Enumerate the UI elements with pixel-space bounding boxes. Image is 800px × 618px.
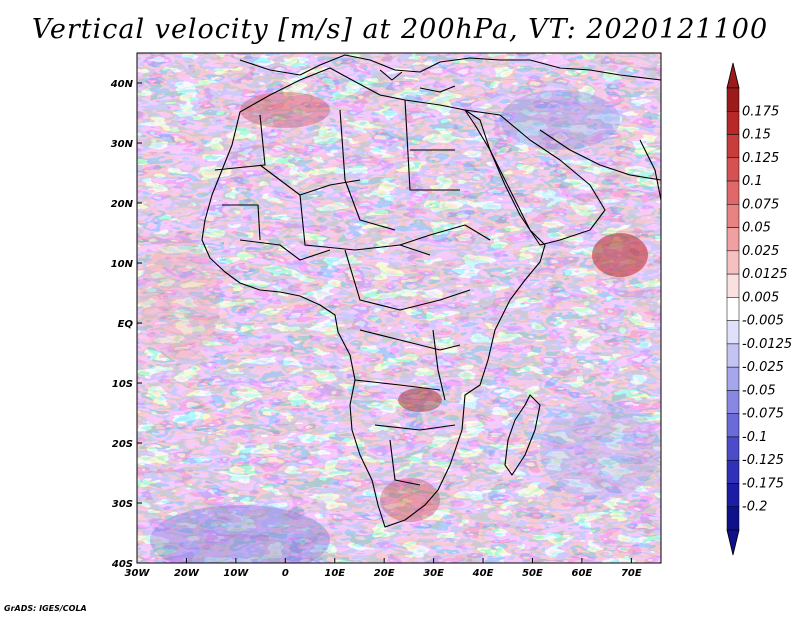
y-tick-label: 30S	[112, 499, 133, 510]
colorbar-label: -0.0125	[742, 337, 792, 352]
colorbar-swatch	[726, 390, 740, 414]
colorbar-label: -0.1	[742, 430, 767, 445]
grads-credit: GrADS: IGES/COLA	[4, 604, 87, 613]
colorbar-label: -0.05	[742, 383, 776, 398]
colorbar-swatch	[726, 227, 740, 252]
colorbar-label: 0.125	[742, 151, 779, 166]
y-tick-label: 40N	[110, 79, 134, 90]
colorbar-swatch	[726, 459, 740, 484]
colorbar-label: -0.025	[742, 360, 784, 375]
colorbar-swatch	[726, 413, 740, 438]
y-axis: 40N 30N 20N 10N EQ 10S 20S 30S 40S	[110, 79, 142, 570]
colorbar-label: 0.175	[742, 104, 779, 119]
colorbar-label: 0.005	[742, 290, 779, 305]
x-tick-label: 0	[282, 568, 289, 579]
colorbar-swatch	[726, 180, 740, 205]
velocity-field	[137, 53, 661, 563]
colorbar-label: 0.05	[742, 221, 771, 236]
colorbar: 0.175 0.15 0.125 0.1 0.075 0.05 0.025 0.0125 0.0…	[726, 62, 792, 556]
colorbar-swatch	[726, 343, 740, 368]
colorbar-swatch	[726, 250, 740, 275]
colorbar-swatch	[726, 204, 740, 228]
map-title: Vertical velocity [m/s] at 200hPa, VT: 2…	[31, 14, 769, 45]
y-tick-label: 10N	[111, 259, 134, 270]
x-tick-label: 40E	[472, 568, 494, 579]
x-tick-label: 10E	[324, 568, 345, 579]
x-tick-label: 70E	[621, 568, 642, 579]
colorbar-swatch	[726, 436, 740, 461]
colorbar-swatch	[726, 157, 740, 182]
colorbar-swatch	[726, 273, 740, 298]
colorbar-swatch	[726, 366, 740, 391]
x-tick-label: 50E	[522, 568, 543, 579]
colorbar-swatch	[726, 320, 740, 345]
colorbar-label: 0.025	[742, 244, 779, 259]
colorbar-swatch	[726, 483, 740, 507]
y-tick-label: 20N	[111, 199, 134, 210]
y-tick-label: 30N	[111, 139, 134, 150]
x-tick-label: 30E	[423, 568, 444, 579]
x-tick-label: 20E	[374, 568, 395, 579]
colorbar-label: 0.15	[742, 128, 771, 143]
colorbar-label: -0.175	[742, 476, 784, 491]
plot-frame	[136, 52, 662, 564]
colorbar-swatch	[726, 506, 740, 531]
x-tick-label: 10W	[223, 568, 249, 579]
coastlines	[201, 54, 661, 528]
colorbar-swatch	[726, 87, 740, 112]
colorbar-swatch	[726, 111, 740, 135]
y-tick-label: 40S	[111, 559, 133, 570]
colorbar-label: -0.075	[742, 407, 784, 422]
colorbar-swatch	[726, 297, 740, 321]
colorbar-label: 0.1	[742, 174, 763, 189]
x-tick-label: 30W	[125, 568, 151, 579]
colorbar-swatch	[726, 134, 740, 159]
colorbar-label: -0.2	[742, 500, 767, 515]
colorbar-label: 0.0125	[742, 267, 788, 282]
x-tick-label: 20W	[174, 568, 200, 579]
colorbar-top-arrow	[726, 62, 740, 89]
x-axis: 30W 20W 10W 0 10E 20E 30E 40E 50E 60E 70E	[125, 558, 642, 579]
y-tick-label: EQ	[118, 319, 134, 330]
x-tick-label: 60E	[572, 568, 593, 579]
colorbar-label: -0.125	[742, 453, 784, 468]
colorbar-label: 0.075	[742, 197, 779, 212]
colorbar-bottom-arrow	[726, 529, 740, 556]
y-tick-label: 10S	[112, 379, 133, 390]
y-tick-label: 20S	[112, 439, 133, 450]
colorbar-label: -0.005	[742, 314, 784, 329]
